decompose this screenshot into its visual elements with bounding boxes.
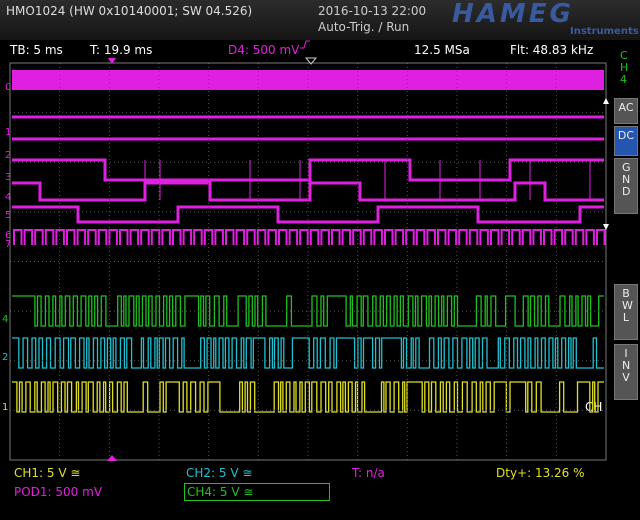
channel-label: 1 [2, 402, 8, 413]
measure-time: T: n/a [352, 466, 385, 480]
channel-label: 2 [2, 352, 8, 363]
trigger-marker [107, 455, 117, 461]
ch4-setting[interactable]: CH4: 5 V ≅ [184, 483, 330, 501]
scroll-marker [603, 98, 609, 104]
edge-icon [300, 41, 310, 48]
ch2-setting[interactable]: CH2: 5 V ≅ [186, 466, 252, 480]
measure-duty: Dty+: 13.26 % [496, 466, 585, 480]
pod1-setting[interactable]: POD1: 500 mV [14, 485, 102, 499]
cursor-label: CH [585, 400, 602, 414]
ch1-setting[interactable]: CH1: 5 V ≅ [14, 466, 80, 480]
digital-trace [14, 230, 605, 245]
channel-label: 4 [2, 314, 8, 325]
